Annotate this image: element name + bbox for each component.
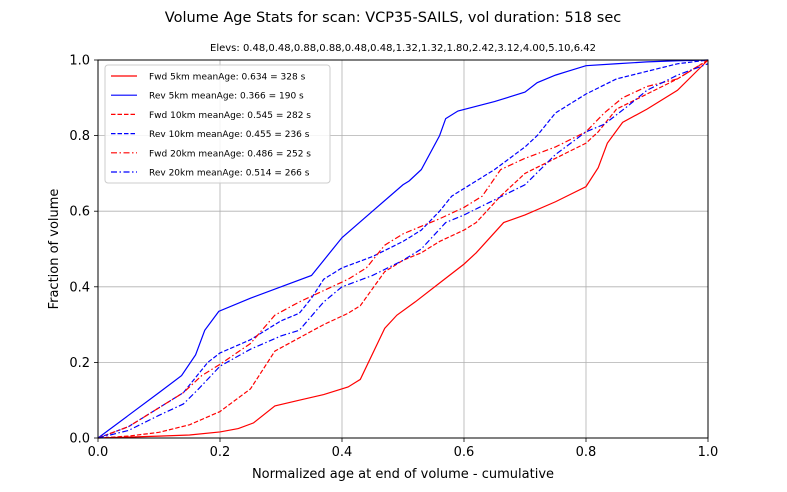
y-tick-label: 0.4 bbox=[69, 280, 90, 295]
series-line-4 bbox=[97, 59, 709, 439]
x-tick-label: 0.4 bbox=[332, 445, 353, 460]
plot-frame bbox=[97, 59, 709, 439]
chart-title: Volume Age Stats for scan: VCP35-SAILS, … bbox=[165, 10, 621, 26]
legend-entry: Rev 20km meanAge: 0.514 = 266 s bbox=[149, 169, 310, 179]
x-tick-label: 0.8 bbox=[576, 445, 597, 460]
ticks: 0.0 0.2 0.4 0.6 0.8 1.0 0.0 0.2 0.4 0.6 0.8 1.0 bbox=[69, 54, 718, 461]
y-tick-label: 0.8 bbox=[69, 129, 90, 144]
y-tick-label: 1.0 bbox=[69, 54, 90, 69]
series-line-5 bbox=[97, 59, 709, 439]
legend-entry: Fwd 10km meanAge: 0.545 = 282 s bbox=[149, 111, 311, 121]
legend: Fwd 5km meanAge: 0.634 = 328 s Rev 5km me… bbox=[104, 64, 331, 184]
series-line-1 bbox=[97, 59, 709, 439]
x-tick-label: 0.6 bbox=[454, 445, 475, 460]
x-tick-label: 0.2 bbox=[210, 445, 231, 460]
series-line-3 bbox=[97, 59, 709, 439]
y-axis-label: Fraction of volume bbox=[47, 189, 62, 310]
x-axis-label: Normalized age at end of volume - cumula… bbox=[252, 467, 554, 482]
y-tick-label: 0.0 bbox=[69, 432, 90, 447]
y-tick-label: 0.6 bbox=[69, 205, 90, 220]
x-tick-label: 1.0 bbox=[698, 445, 719, 460]
legend-entry: Fwd 5km meanAge: 0.634 = 328 s bbox=[149, 73, 306, 83]
legend-box bbox=[104, 64, 331, 184]
chart-subtitle: Elevs: 0.48,0.48,0.88,0.88,0.48,0.48,1.3… bbox=[210, 43, 596, 54]
y-tick-label: 0.2 bbox=[69, 356, 90, 371]
series-line-6 bbox=[97, 63, 709, 439]
legend-entry: Rev 10km meanAge: 0.455 = 236 s bbox=[149, 130, 310, 140]
series-line-2 bbox=[97, 59, 709, 439]
legend-entry: Fwd 20km meanAge: 0.486 = 252 s bbox=[149, 149, 311, 159]
series-lines bbox=[97, 59, 709, 439]
x-tick-label: 0.0 bbox=[88, 445, 109, 460]
legend-entry: Rev 5km meanAge: 0.366 = 190 s bbox=[149, 92, 304, 102]
